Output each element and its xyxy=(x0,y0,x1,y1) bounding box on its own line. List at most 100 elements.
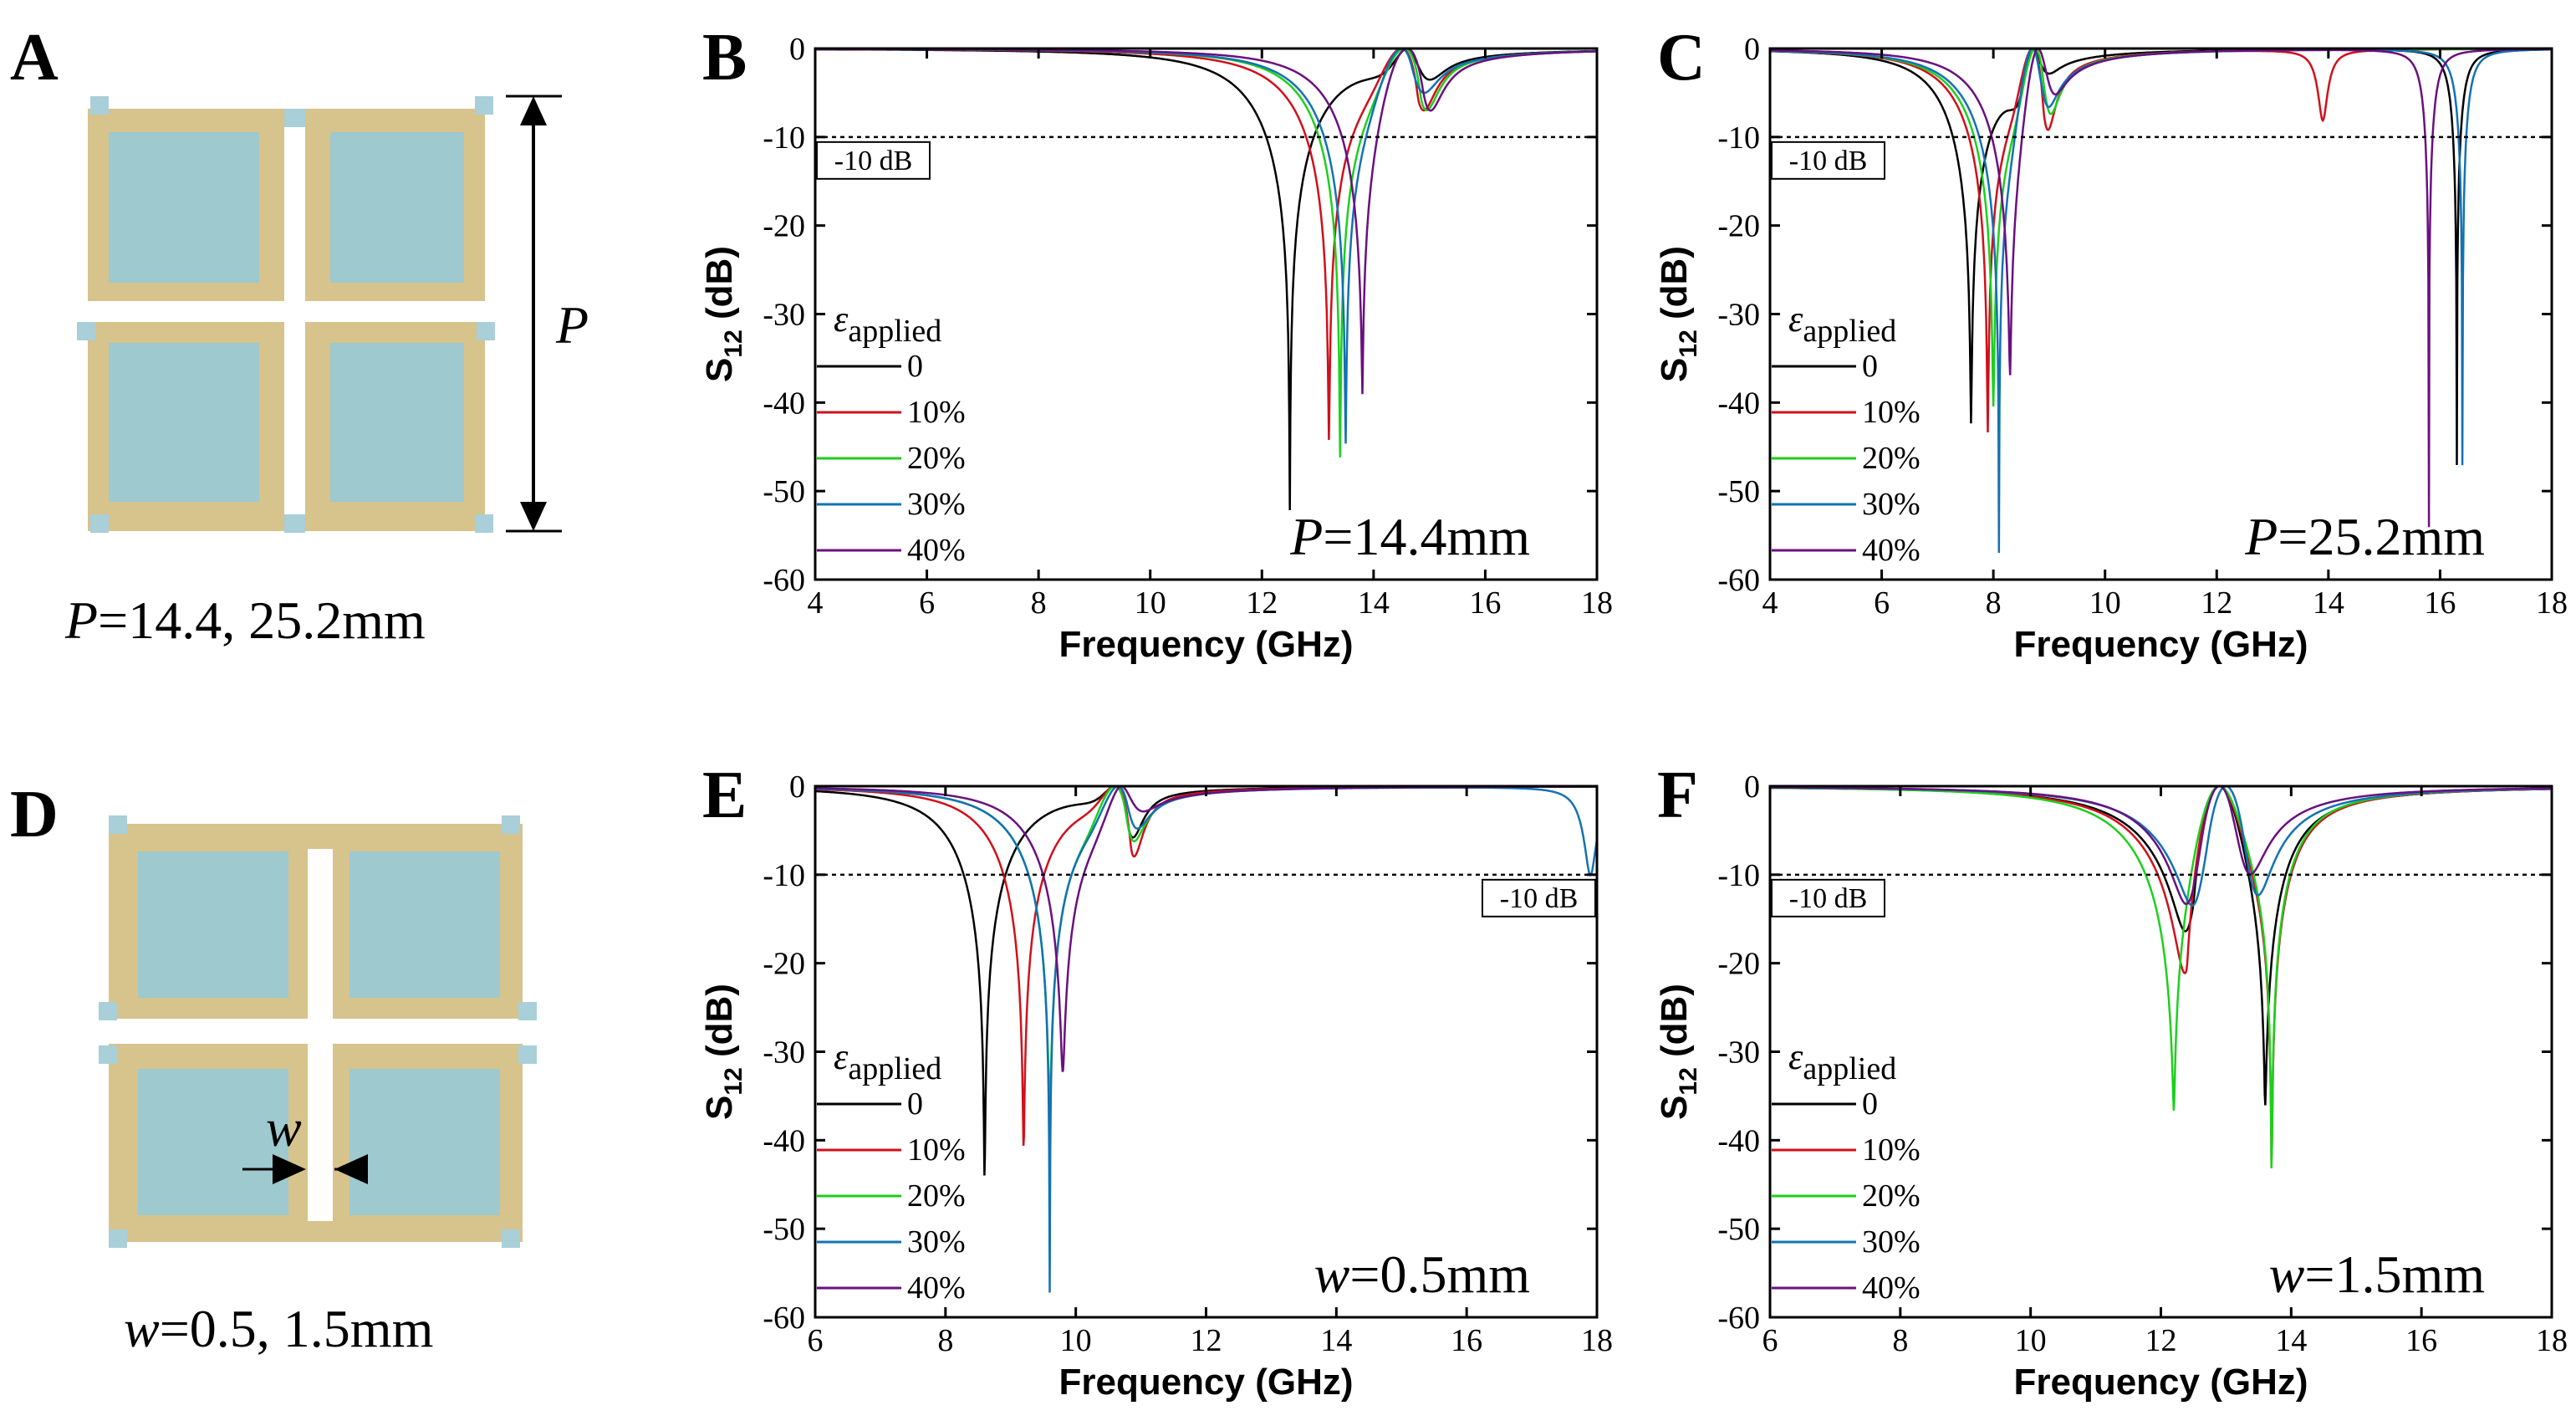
y-tick-label: -20 xyxy=(1717,947,1760,982)
x-tick-label: 12 xyxy=(2145,1323,2177,1358)
legend-label: 20% xyxy=(907,1178,966,1214)
x-tick-label: 12 xyxy=(1191,1323,1222,1358)
reference-label-box xyxy=(1771,878,1885,917)
reference-label-box xyxy=(816,141,931,180)
chart-annotation: P=25.2mm xyxy=(2244,507,2485,566)
series-line xyxy=(815,785,1597,1176)
y-axis-label-sub: 12 xyxy=(1675,1067,1702,1095)
legend-label: 20% xyxy=(1862,1178,1921,1214)
x-tick-label: 4 xyxy=(1762,585,1778,621)
reference-label: -10 dB xyxy=(1500,883,1579,914)
cell-patch xyxy=(330,132,464,283)
cell-patch xyxy=(349,851,500,998)
y-axis-label-unit: (dB) xyxy=(1654,246,1695,330)
chart-panel-e: E -10 dB 6 8 10 12 14 16 18 0 -10 -20 -30 -40 -50 -60 Fr… xyxy=(699,759,1613,1403)
legend-title-symbol: ε xyxy=(1788,299,1803,340)
gap-horizontal xyxy=(99,1019,533,1044)
x-tick-label: 18 xyxy=(1581,1323,1613,1358)
legend-title-symbol: ε xyxy=(834,299,849,340)
corner-stub xyxy=(502,815,520,834)
schematic-caption-a: P=14.4, 25.2mm xyxy=(64,590,426,650)
y-tick-label: -20 xyxy=(763,209,805,244)
x-axis-label: Frequency (GHz) xyxy=(1058,624,1353,665)
corner-stub xyxy=(109,1229,127,1248)
legend-title-sub: applied xyxy=(1803,1051,1896,1086)
legend-label: 0 xyxy=(907,349,923,384)
corner-stub xyxy=(99,1045,117,1064)
legend-label: 20% xyxy=(907,441,966,476)
arrow-right-icon xyxy=(273,1154,306,1184)
y-tick-label: -50 xyxy=(1717,1212,1760,1247)
corner-stub xyxy=(475,514,493,533)
series-line xyxy=(1770,47,2552,528)
y-tick-label: 0 xyxy=(1744,32,1760,67)
legend-title-sub: applied xyxy=(1803,314,1896,349)
x-tick-label: 12 xyxy=(2201,585,2232,621)
x-tick-label: 6 xyxy=(1874,585,1890,621)
corner-stub xyxy=(284,109,305,127)
series-line xyxy=(1770,785,2553,1168)
y-axis-label-unit: (dB) xyxy=(699,984,740,1067)
y-tick-label: -20 xyxy=(1717,209,1760,244)
legend-title-sub: applied xyxy=(848,1051,941,1086)
y-tick-label: 0 xyxy=(789,32,805,67)
y-tick-label: -50 xyxy=(763,474,805,509)
panel-letter: F xyxy=(1657,759,1698,832)
y-tick-label: -10 xyxy=(1717,858,1760,893)
x-tick-label: 18 xyxy=(2536,585,2568,621)
x-tick-label: 10 xyxy=(2089,585,2121,621)
panel-letter: E xyxy=(702,759,747,832)
x-tick-label: 8 xyxy=(937,1323,953,1358)
corner-stub xyxy=(90,514,109,533)
x-tick-label: 16 xyxy=(1469,585,1501,621)
legend-label: 0 xyxy=(1862,349,1878,384)
series-line xyxy=(1770,47,2552,554)
unit-cell-d xyxy=(99,815,537,1248)
x-tick-label: 6 xyxy=(1762,1323,1778,1358)
y-tick-label: -40 xyxy=(763,386,805,421)
x-tick-label: 14 xyxy=(2313,585,2344,621)
chart-annotation: w=1.5mm xyxy=(2269,1245,2485,1304)
cell-patch xyxy=(138,1069,288,1215)
legend-label: 10% xyxy=(1862,395,1921,430)
y-tick-label: -10 xyxy=(763,120,805,156)
chart-panel-b: B -10 dB 4 6 8 10 12 14 16 18 0 -10 -20 -30 -40 -50 -60 F… xyxy=(699,21,1613,665)
cell-patch xyxy=(330,343,464,502)
y-tick-label: -30 xyxy=(1717,1035,1760,1071)
y-axis-label-sub: 12 xyxy=(720,330,747,357)
legend-title-symbol: ε xyxy=(1788,1036,1803,1077)
schematic-a: A P P=14.4, 25.2mm xyxy=(10,21,589,650)
annotation-rest: =0.5mm xyxy=(1349,1245,1530,1304)
reference-label: -10 dB xyxy=(1789,883,1868,914)
reference-label: -10 dB xyxy=(1789,146,1868,176)
cell-patch xyxy=(349,1069,500,1215)
y-tick-label: -60 xyxy=(763,563,805,598)
corner-stub xyxy=(477,322,495,340)
y-tick-label: -40 xyxy=(763,1123,805,1158)
x-tick-label: 10 xyxy=(1060,1323,1092,1358)
legend-label: 40% xyxy=(907,533,966,568)
annotation-rest: =25.2mm xyxy=(2278,507,2485,566)
legend-title: εapplied xyxy=(834,299,941,349)
y-tick-label: -60 xyxy=(763,1301,805,1336)
x-tick-label: 16 xyxy=(2424,585,2456,621)
legend-label: 30% xyxy=(907,487,966,522)
unit-cell-a xyxy=(77,96,495,533)
legend-label: 20% xyxy=(1862,441,1921,476)
x-axis-label: Frequency (GHz) xyxy=(1058,1362,1353,1403)
corner-stub xyxy=(109,815,127,834)
x-tick-label: 8 xyxy=(1986,585,2002,621)
corner-stub xyxy=(90,96,109,115)
x-tick-label: 8 xyxy=(1031,585,1047,621)
width-dimension: w xyxy=(242,1098,368,1184)
annotation-var: w xyxy=(2269,1245,2305,1304)
schematic-caption-d: w=0.5, 1.5mm xyxy=(124,1299,433,1358)
series-line xyxy=(1770,785,2553,907)
corner-stub xyxy=(518,1002,537,1020)
x-tick-label: 6 xyxy=(808,1323,824,1358)
legend-title: εapplied xyxy=(1788,1036,1896,1086)
x-axis-label: Frequency (GHz) xyxy=(2013,624,2308,665)
